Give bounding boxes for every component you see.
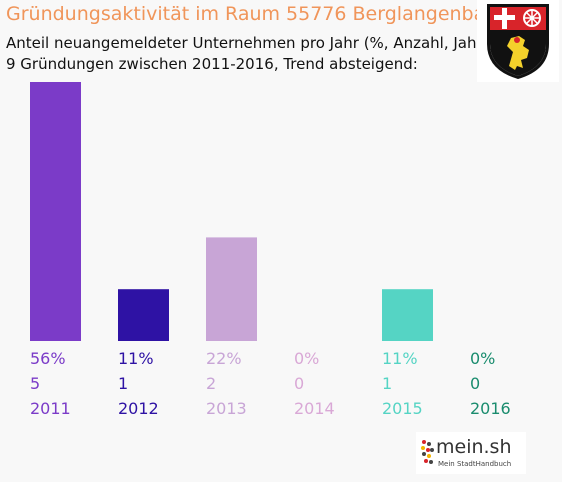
year-label-2014: 2014 (294, 399, 335, 418)
brand-name: mein.sh (436, 436, 512, 458)
brand-tagline: Mein StadtHandbuch (438, 460, 512, 468)
bar-2015 (382, 289, 433, 341)
percent-label-2013: 22% (206, 349, 242, 368)
count-label-2011: 5 (30, 374, 40, 393)
year-label-2016: 2016 (470, 399, 511, 418)
bar-2012 (118, 289, 169, 341)
percent-label-2011: 56% (30, 349, 66, 368)
chart-title: Gründungsaktivität im Raum 55776 Berglan… (6, 3, 508, 25)
count-label-2016: 0 (470, 374, 480, 393)
count-label-2013: 2 (206, 374, 216, 393)
year-label-2013: 2013 (206, 399, 247, 418)
year-label-2012: 2012 (118, 399, 159, 418)
percent-label-2012: 11% (118, 349, 154, 368)
chart-summary: 9 Gründungen zwischen 2011-2016, Trend a… (6, 55, 418, 73)
bar-2013 (206, 237, 257, 341)
count-label-2014: 0 (294, 374, 304, 393)
year-label-2015: 2015 (382, 399, 423, 418)
bar-2011 (30, 82, 81, 341)
year-label-2011: 2011 (30, 399, 71, 418)
chart-subtitle: Anteil neuangemeldeter Unternehmen pro J… (6, 34, 489, 52)
count-label-2015: 1 (382, 374, 392, 393)
count-label-2012: 1 (118, 374, 128, 393)
percent-label-2014: 0% (294, 349, 319, 368)
percent-label-2015: 11% (382, 349, 418, 368)
brand-logo[interactable]: mein.sh Mein StadtHandbuch (416, 432, 526, 474)
rhineland-palatinate-coat-of-arms-icon (477, 0, 559, 82)
percent-label-2016: 0% (470, 349, 495, 368)
germany-map-dots-icon (421, 440, 434, 464)
